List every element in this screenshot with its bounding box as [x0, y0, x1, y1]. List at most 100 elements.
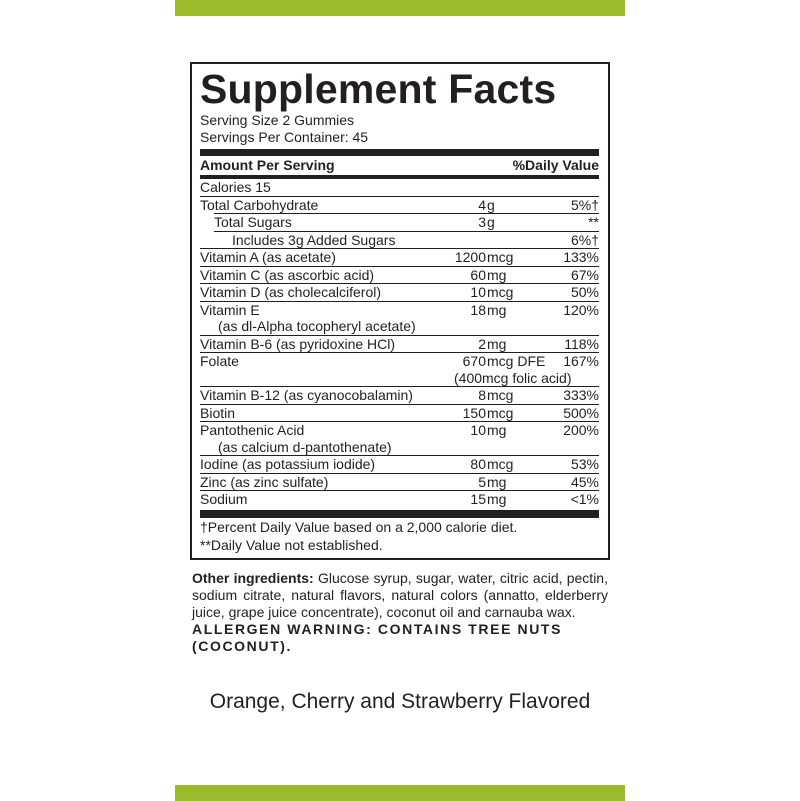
- amount-number: 5: [478, 473, 486, 490]
- nutrient-name: Vitamin C (as ascorbic acid): [200, 266, 375, 283]
- top-accent-bar: [175, 0, 625, 16]
- daily-value: 333%: [563, 387, 599, 403]
- daily-value: 167%: [563, 353, 599, 369]
- nutrient-name: Sodium: [200, 491, 248, 507]
- nutrient-name: Total Carbohydrate: [200, 196, 319, 213]
- nutrient-amount: 4g: [436, 197, 560, 214]
- amount-unit: mcg: [487, 456, 514, 472]
- nutrient-row: Vitamin B-12 (as cyanocobalamin) 8mcg 333%: [200, 386, 599, 404]
- nutrient-row: Sodium 15mg <1%: [200, 490, 599, 508]
- amount-number: 1200: [454, 249, 486, 265]
- amount-number: 8: [478, 387, 486, 403]
- daily-value: 120%: [563, 301, 599, 318]
- nutrient-amount: 18mg: [436, 302, 560, 319]
- nutrient-name: Iodine (as potassium iodide): [200, 456, 376, 472]
- nutrient-name: Folate: [200, 353, 239, 369]
- nutrient-amount: 15mg: [436, 491, 560, 508]
- label-column: Supplement Facts Serving Size 2 Gummies …: [190, 62, 610, 715]
- bottom-accent-bar: [175, 785, 625, 801]
- amount-unit: mg: [487, 491, 507, 507]
- daily-value: **: [588, 214, 599, 230]
- divider-thick: [200, 149, 599, 156]
- header-amount: Amount Per Serving: [200, 157, 335, 173]
- amount-unit: mg: [487, 266, 507, 283]
- footnote-not-established: **Daily Value not established.: [200, 536, 383, 553]
- daily-value: <1%: [570, 491, 599, 507]
- supplement-facts-panel: Supplement Facts Serving Size 2 Gummies …: [190, 62, 610, 560]
- nutrient-rows: Total Carbohydrate 4g 5%† Total Sugars 3g ** I…: [200, 195, 599, 508]
- calories: Calories 15: [200, 179, 271, 195]
- nutrient-amount: 5mg: [436, 474, 560, 491]
- nutrient-source: (as dl-Alpha tocopheryl acetate): [218, 318, 416, 334]
- nutrient-row: Folate 670mcg DFE (400mcg folic acid) 167%: [200, 352, 599, 386]
- nutrient-name: Total Sugars: [214, 214, 292, 230]
- nutrient-name: Vitamin E: [200, 301, 260, 318]
- amount-number: 60: [470, 266, 486, 283]
- nutrient-name: Vitamin B-6 (as pyridoxine HCl): [200, 335, 396, 352]
- nutrient-amount: 150mcg: [436, 405, 560, 422]
- daily-value: 45%: [570, 473, 599, 490]
- amount-number: 4: [478, 196, 486, 213]
- daily-value: 67%: [570, 266, 599, 283]
- daily-value: 200%: [563, 422, 599, 438]
- amount-unit: mcg DFE: [487, 353, 546, 369]
- daily-value: 500%: [563, 404, 599, 421]
- nutrient-name: Biotin: [200, 404, 236, 421]
- nutrient-row: Vitamin A (as acetate) 1200mcg 133%: [200, 248, 599, 266]
- amount-unit: mcg: [487, 387, 514, 403]
- nutrient-row: Vitamin B-6 (as pyridoxine HCl) 2mg 118%: [200, 334, 599, 353]
- nutrient-row: Biotin 150mcg 500%: [200, 403, 599, 422]
- nutrient-row: Iodine (as potassium iodide) 80mcg 53%: [200, 455, 599, 473]
- nutrient-amount: 10mg: [436, 422, 560, 439]
- amount-number: 18: [470, 301, 486, 318]
- nutrient-name: Includes 3g Added Sugars: [232, 231, 396, 248]
- nutrient-row: Includes 3g Added Sugars 6%†: [214, 230, 599, 249]
- ingredients-text: Glucose syrup, sugar, water, citric acid…: [192, 569, 608, 620]
- amount-unit: mcg: [487, 284, 514, 300]
- nutrient-row: Vitamin C (as ascorbic acid) 60mg 67%: [200, 265, 599, 284]
- divider-thick-bottom: [200, 509, 599, 518]
- amount-number: 3: [478, 214, 486, 230]
- nutrient-name: Vitamin D (as cholecalciferol): [200, 284, 382, 300]
- amount-note: (400mcg folic acid): [454, 369, 572, 386]
- daily-value: 133%: [563, 249, 599, 265]
- nutrient-row: Vitamin E (as dl-Alpha tocopheryl acetate…: [200, 300, 599, 335]
- nutrient-name: Pantothenic Acid: [200, 422, 305, 438]
- amount-unit: mcg: [487, 404, 514, 421]
- amount-unit: mcg: [487, 249, 514, 265]
- table-header: Amount Per Serving %Daily Value: [200, 156, 599, 175]
- daily-value: 53%: [570, 456, 599, 472]
- divider-medium: [200, 175, 599, 179]
- servings-per-container: Servings Per Container: 45: [200, 129, 369, 145]
- amount-number: 2: [478, 335, 486, 352]
- amount-unit: mg: [487, 473, 507, 490]
- flavor-text: Orange, Cherry and Strawberry Flavored: [209, 689, 591, 713]
- amount-number: 80: [470, 456, 486, 472]
- amount-unit: g: [487, 196, 495, 213]
- daily-value: 5%†: [570, 196, 599, 213]
- allergen-warning: ALLERGEN WARNING: CONTAINS TREE NUTS (CO…: [192, 620, 563, 654]
- nutrient-amount: 2mg: [436, 336, 560, 353]
- amount-unit: mg: [487, 301, 507, 318]
- serving-size: Serving Size 2 Gummies: [200, 112, 355, 128]
- nutrient-amount: 80mcg: [436, 456, 560, 473]
- daily-value: 6%†: [570, 231, 599, 248]
- nutrient-amount: 3g: [436, 214, 560, 231]
- nutrient-name: Vitamin B-12 (as cyanocobalamin): [200, 387, 413, 403]
- header-daily-value: %Daily Value: [512, 157, 599, 173]
- nutrient-amount: [436, 232, 560, 249]
- nutrient-row: Pantothenic Acid (as calcium d-pantothena…: [200, 421, 599, 455]
- nutrient-row: Zinc (as zinc sulfate) 5mg 45%: [200, 472, 599, 491]
- panel-title: Supplement Facts: [200, 66, 557, 112]
- amount-number: 10: [470, 284, 486, 300]
- calories-row: Calories 15: [200, 179, 599, 196]
- nutrient-row: Total Sugars 3g **: [214, 213, 599, 231]
- nutrient-source: (as calcium d-pantothenate): [218, 438, 392, 455]
- nutrient-name: Zinc (as zinc sulfate): [200, 473, 329, 490]
- amount-number: 670: [462, 353, 486, 369]
- other-ingredients: Other ingredients: Glucose syrup, sugar,…: [190, 570, 610, 621]
- nutrient-amount: 10mcg: [436, 284, 560, 301]
- amount-unit: g: [487, 214, 495, 230]
- nutrient-amount: 1200mcg: [436, 249, 560, 266]
- nutrient-row: Total Carbohydrate 4g 5%†: [200, 195, 599, 214]
